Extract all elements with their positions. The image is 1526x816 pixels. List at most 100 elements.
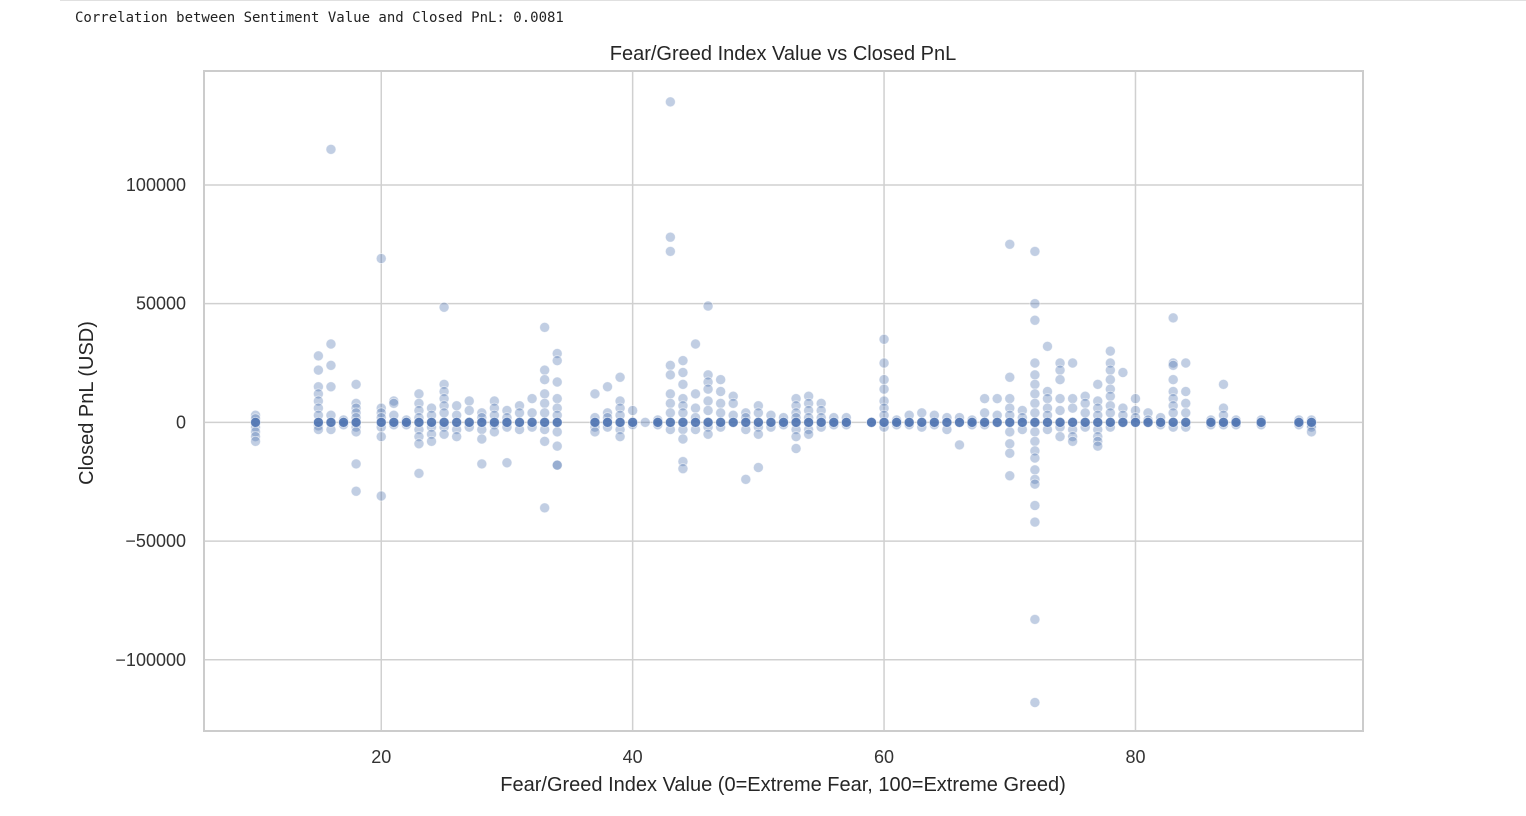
data-point [790, 416, 802, 428]
chart-title: Fear/Greed Index Value vs Closed PnL [610, 43, 956, 65]
data-point [1104, 345, 1116, 357]
data-point [702, 395, 714, 407]
data-point [690, 402, 701, 414]
data-point [1079, 407, 1091, 419]
data-point [539, 435, 551, 447]
data-point [325, 143, 337, 155]
data-point [1029, 452, 1041, 464]
data-point [426, 435, 437, 447]
data-point [878, 383, 890, 395]
data-point [1293, 416, 1305, 428]
data-point [677, 367, 689, 378]
data-point [413, 416, 425, 428]
data-point [991, 416, 1003, 428]
data-point [664, 407, 676, 419]
data-point [878, 333, 890, 345]
data-point [765, 416, 777, 428]
data-point [664, 96, 676, 108]
data-point [1104, 416, 1116, 428]
data-point [476, 416, 488, 428]
data-point [501, 457, 513, 469]
data-point [664, 369, 676, 381]
data-point [677, 433, 689, 445]
data-point [715, 386, 727, 397]
data-point [664, 359, 676, 371]
data-point [1167, 374, 1179, 386]
data-point [325, 416, 337, 428]
data-point [1218, 378, 1229, 390]
data-point [1167, 359, 1179, 371]
data-point [1029, 478, 1041, 490]
data-point [715, 397, 727, 409]
data-point [388, 395, 400, 407]
data-point [778, 416, 789, 428]
data-point [1180, 397, 1192, 409]
data-point [1180, 357, 1192, 369]
data-point [451, 431, 463, 443]
data-point [1104, 407, 1116, 419]
data-point [866, 416, 877, 428]
data-point [375, 253, 387, 264]
data-point [250, 416, 261, 428]
data-point [1054, 374, 1066, 386]
data-point [1029, 407, 1041, 419]
data-point [451, 416, 463, 428]
data-point [1230, 416, 1242, 428]
data-point [1117, 367, 1129, 378]
data-point [702, 405, 714, 416]
data-point [1205, 416, 1217, 428]
data-point [1029, 357, 1041, 369]
data-point [614, 371, 626, 383]
data-point [614, 431, 626, 443]
data-point [501, 416, 513, 428]
data-point [413, 468, 425, 479]
x-tick-label: 20 [371, 747, 391, 767]
cell-divider [60, 0, 1526, 1]
data-point [740, 473, 752, 485]
data-point [614, 416, 626, 428]
data-point [463, 405, 475, 416]
data-point [1029, 697, 1041, 708]
data-point [526, 416, 538, 428]
data-point [539, 502, 551, 514]
data-point [602, 416, 613, 428]
data-point [627, 416, 639, 428]
data-point [928, 416, 940, 428]
data-point [1054, 405, 1066, 416]
data-point [413, 388, 425, 400]
data-point [677, 355, 689, 367]
data-point [1029, 314, 1041, 326]
data-point [979, 393, 991, 405]
data-point [727, 416, 739, 428]
data-point [878, 416, 890, 428]
data-point [476, 433, 488, 445]
data-point [752, 428, 764, 440]
data-point [312, 416, 324, 428]
data-point [1042, 416, 1053, 428]
data-point [539, 407, 551, 419]
data-point [589, 426, 601, 438]
data-point [828, 416, 840, 428]
data-point [740, 416, 752, 428]
data-point [1306, 416, 1317, 428]
data-point [438, 416, 450, 428]
data-point [350, 458, 362, 470]
data-point [1004, 470, 1016, 482]
data-point [1142, 416, 1154, 428]
data-point [1004, 426, 1016, 438]
data-point [954, 439, 965, 451]
data-point [1092, 378, 1104, 390]
data-point [1117, 416, 1129, 428]
data-point [589, 416, 601, 428]
data-point [375, 416, 387, 428]
data-point [790, 443, 802, 454]
data-point [539, 374, 551, 386]
data-point [1029, 416, 1041, 428]
data-point [664, 388, 676, 400]
data-point [1029, 435, 1041, 447]
y-tick-label: −100000 [115, 650, 186, 670]
data-point [664, 416, 676, 428]
data-point [1167, 312, 1179, 324]
data-point [338, 416, 349, 428]
